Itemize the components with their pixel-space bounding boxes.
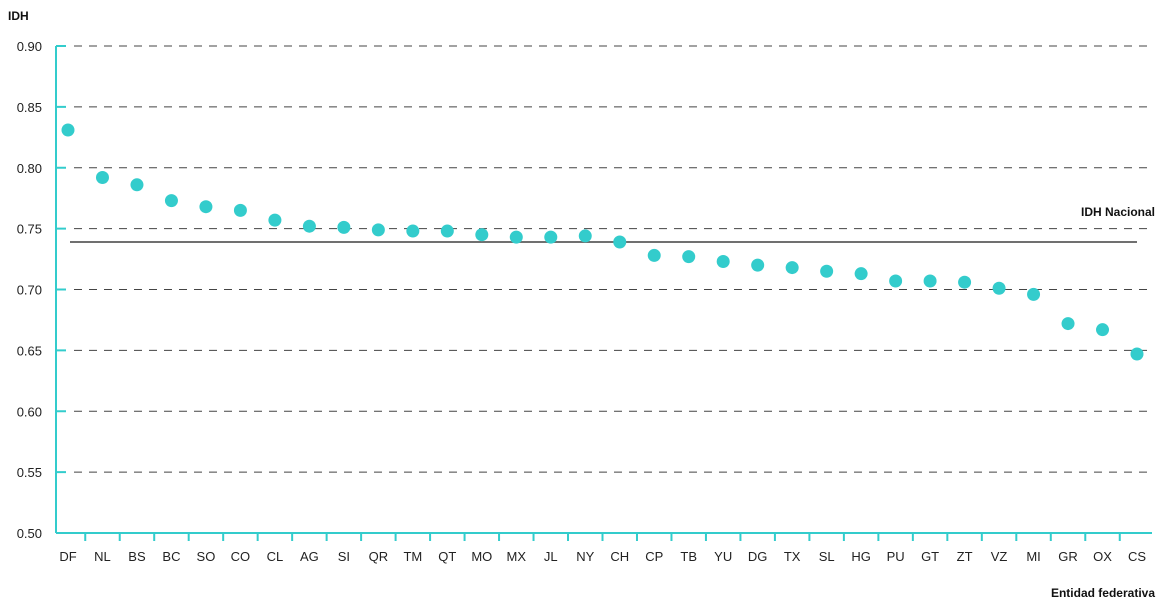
data-point-ny — [578, 229, 592, 243]
x-tick-labels: DF NL BS BC SO CO CL AG SI QR TM QT MO MX JL NY CH CP TB YU… — [59, 549, 1146, 564]
x-tick-label: MX — [507, 549, 527, 564]
y-tick-label: 0.80 — [17, 161, 42, 176]
data-point-dg — [751, 258, 765, 272]
data-points — [61, 123, 1144, 361]
x-tick-label: JL — [544, 549, 558, 564]
data-point-so — [199, 200, 213, 214]
data-point-ch — [613, 235, 627, 249]
data-point-cl — [268, 213, 282, 227]
x-tick-label: TM — [403, 549, 422, 564]
y-tick-label: 0.60 — [17, 404, 42, 419]
grid-lines — [74, 45, 1152, 473]
x-tick-label: DF — [59, 549, 76, 564]
reference-line-group: IDH Nacional — [70, 205, 1155, 244]
data-point-mx — [509, 230, 523, 244]
data-point-sl — [820, 264, 834, 278]
data-point-cs — [1130, 347, 1144, 361]
x-tick-label: CO — [231, 549, 251, 564]
data-point-bs — [130, 178, 144, 192]
data-point-yu — [716, 254, 730, 268]
data-point-gr — [1061, 317, 1075, 331]
y-tick-label: 0.65 — [17, 343, 42, 358]
x-tick-label: DG — [748, 549, 768, 564]
idh-nacional-label: IDH Nacional — [1081, 205, 1155, 219]
data-point-tm — [406, 224, 420, 238]
data-point-cp — [647, 248, 661, 262]
x-tick-label: HG — [851, 549, 871, 564]
y-axis-title: IDH — [8, 9, 29, 23]
x-tick-label: GT — [921, 549, 939, 564]
data-point-ag — [302, 219, 316, 233]
x-tick-label: CP — [645, 549, 663, 564]
data-point-jl — [544, 230, 558, 244]
x-tick-label: SO — [197, 549, 216, 564]
data-point-df — [61, 123, 75, 137]
x-axis-title: Entidad federativa — [1051, 586, 1155, 600]
axes — [55, 45, 1152, 541]
x-tick-label: OX — [1093, 549, 1112, 564]
y-tick-label: 0.75 — [17, 222, 42, 237]
y-tick-label: 0.85 — [17, 100, 42, 115]
data-point-pu — [889, 274, 903, 288]
data-point-mi — [1027, 287, 1041, 301]
data-point-tx — [785, 261, 799, 275]
x-tick-label: YU — [714, 549, 732, 564]
data-point-qt — [440, 224, 454, 238]
data-point-bc — [164, 194, 178, 208]
data-point-gt — [923, 274, 937, 288]
x-tick-label: SI — [338, 549, 350, 564]
y-tick-label: 0.90 — [17, 39, 42, 54]
x-tick-label: PU — [887, 549, 905, 564]
data-point-hg — [854, 267, 868, 281]
data-point-ox — [1096, 323, 1110, 337]
y-tick-label: 0.55 — [17, 465, 42, 480]
x-tick-label: GR — [1058, 549, 1078, 564]
x-tick-label: SL — [819, 549, 835, 564]
x-tick-label: QR — [369, 549, 389, 564]
data-point-nl — [95, 170, 109, 184]
x-tick-label: TB — [680, 549, 697, 564]
data-point-qr — [371, 223, 385, 237]
x-tick-label: VZ — [991, 549, 1008, 564]
x-tick-label: CL — [267, 549, 284, 564]
x-tick-label: MO — [471, 549, 492, 564]
data-point-vz — [992, 281, 1006, 295]
data-point-tb — [682, 250, 696, 264]
data-point-si — [337, 220, 351, 234]
data-point-co — [233, 203, 247, 217]
y-tick-label: 0.70 — [17, 283, 42, 298]
x-tick-label: CH — [610, 549, 629, 564]
data-point-zt — [958, 275, 972, 289]
x-tick-label: TX — [784, 549, 801, 564]
data-point-mo — [475, 228, 489, 242]
x-tick-label: NL — [94, 549, 111, 564]
y-tick-label: 0.50 — [17, 526, 42, 541]
x-tick-label: BC — [162, 549, 180, 564]
x-tick-label: MI — [1026, 549, 1040, 564]
x-tick-label: QT — [438, 549, 456, 564]
x-tick-label: CS — [1128, 549, 1146, 564]
x-tick-label: ZT — [957, 549, 973, 564]
x-tick-label: BS — [128, 549, 146, 564]
x-tick-label: NY — [576, 549, 594, 564]
x-tick-label: AG — [300, 549, 319, 564]
y-tick-labels: 0.50 0.55 0.60 0.65 0.70 0.75 0.80 0.85 0.90 — [17, 39, 42, 541]
